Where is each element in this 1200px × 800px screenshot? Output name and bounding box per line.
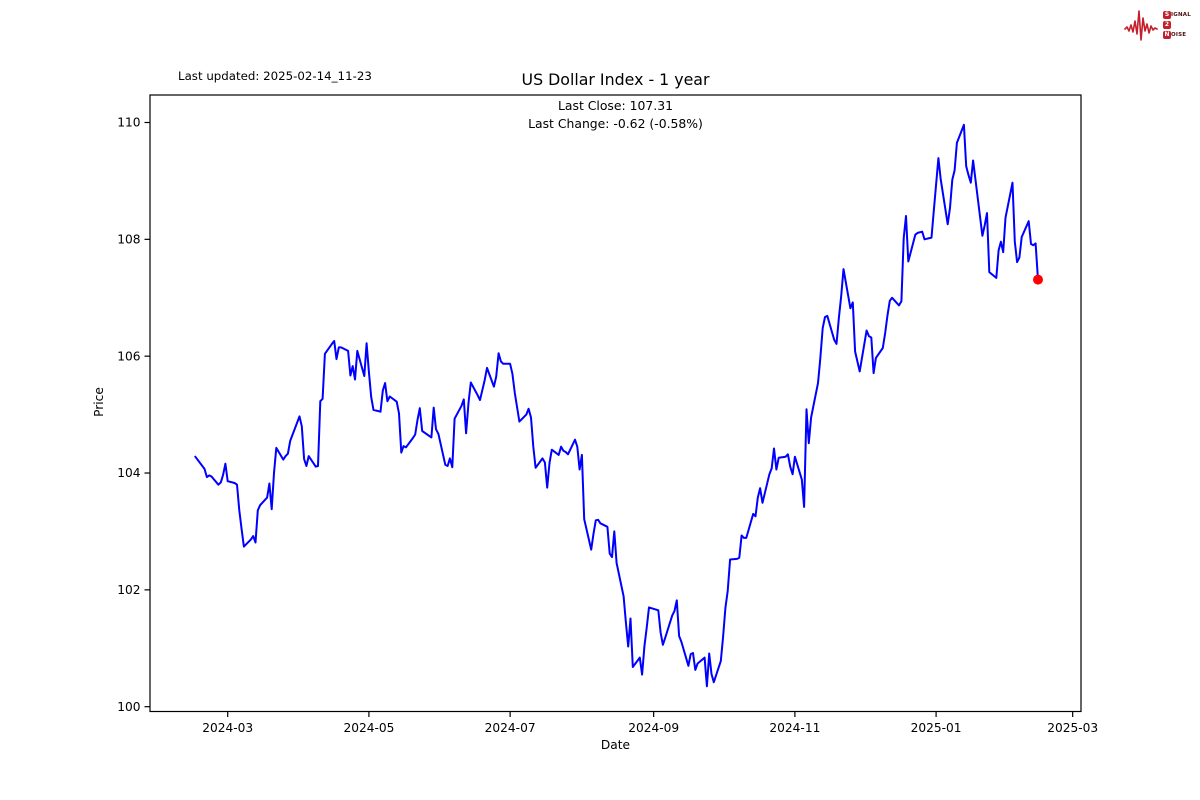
logo-row-noise: N OISE	[1163, 31, 1191, 40]
logo-word-noise-rest: OISE	[1171, 32, 1187, 38]
logo-text: S IGNAL 2 N OISE	[1163, 11, 1191, 40]
y-tick-label: 104	[117, 466, 141, 480]
last-updated-text: Last updated: 2025-02-14_11-23	[178, 69, 372, 83]
logo-word-signal-rest: IGNAL	[1171, 12, 1191, 18]
last-point-marker	[1033, 274, 1043, 285]
x-tick-label: 2024-11	[769, 721, 820, 735]
axes-spines	[149, 94, 1082, 713]
chart-title: US Dollar Index - 1 year	[521, 70, 710, 89]
x-tick-label: 2025-03	[1047, 721, 1098, 735]
logo-letterbox-n: N	[1163, 31, 1171, 39]
chart-subtitle: Last Close: 107.31 Last Change: -0.62 (-…	[150, 97, 1081, 132]
y-tick-label: 110	[117, 116, 140, 130]
ecg-waveform-icon	[1124, 10, 1158, 41]
x-tick-label: 2024-07	[485, 721, 536, 735]
y-tick-label: 100	[117, 700, 140, 714]
y-tick-label: 108	[117, 233, 140, 247]
logo-row-signal: S IGNAL	[1163, 11, 1191, 20]
last-change-text: Last Change: -0.62 (-0.58%)	[528, 115, 703, 131]
price-line	[194, 123, 1039, 688]
signal2noise-logo: S IGNAL 2 N OISE	[1124, 3, 1198, 47]
y-tick-label: 106	[117, 349, 140, 363]
last-close-text: Last Close: 107.31	[558, 98, 673, 113]
y-tick-label: 102	[117, 583, 140, 597]
x-tick-label: 2024-05	[343, 721, 394, 735]
x-axis-label: Date	[600, 738, 631, 752]
logo-letterbox-2: 2	[1163, 21, 1171, 29]
logo-row-2: 2	[1163, 21, 1191, 30]
logo-letterbox-s: S	[1163, 11, 1171, 19]
x-tick-label: 2024-03	[202, 721, 253, 735]
x-tick-label: 2024-09	[628, 721, 679, 735]
x-tick-label: 2025-01	[911, 721, 962, 735]
